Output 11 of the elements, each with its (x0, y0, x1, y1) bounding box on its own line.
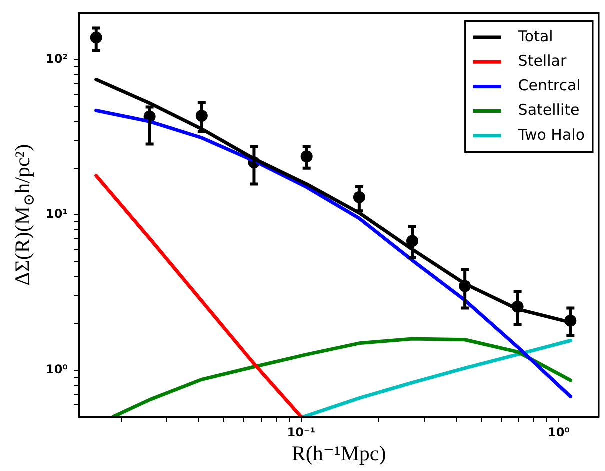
y-tick-label: 10⁰ (46, 362, 68, 376)
x-axis-title: R(h⁻¹Mpc) (292, 442, 386, 466)
y-tick-label: 10² (46, 52, 68, 66)
legend-label: Total (517, 27, 554, 46)
y-tick-label: 10¹ (46, 207, 68, 222)
legend-label: Stellar (518, 52, 568, 70)
legend-label: Satellite (518, 101, 580, 120)
x-tick-label: 10⁻¹ (287, 425, 316, 440)
legend-label: Centrcal (518, 76, 581, 95)
legend-label: Two Halo (517, 126, 586, 144)
y-axis-title: ΔΣ(R)(M⊙h/pc²) (10, 144, 38, 286)
